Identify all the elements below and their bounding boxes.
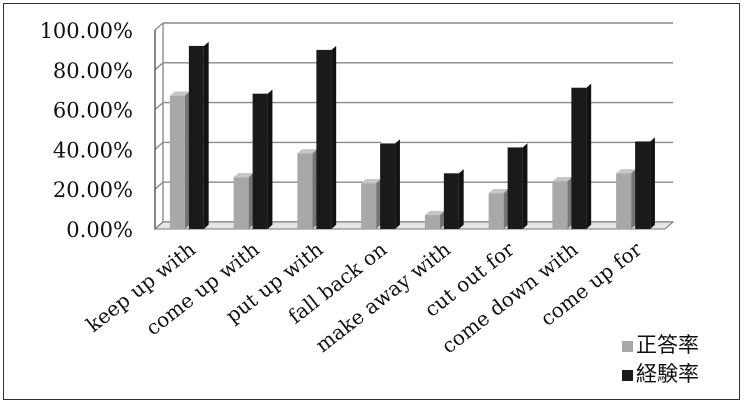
bar-experience-rate xyxy=(252,89,273,230)
bar-side xyxy=(586,83,592,229)
y-tick-label: 80.00% xyxy=(53,59,133,83)
y-tick-label: 100.00% xyxy=(40,19,133,43)
bar-experience-rate xyxy=(443,169,464,229)
y-tick-label: 0.00% xyxy=(66,218,133,242)
legend-item: 経験率 xyxy=(622,362,699,386)
gridline-side xyxy=(154,62,164,71)
bar-front xyxy=(424,215,440,229)
bar-top xyxy=(233,173,254,178)
bar-correct-rate xyxy=(488,188,509,229)
bar-front xyxy=(169,95,185,229)
bar-top xyxy=(252,89,273,94)
bar-front xyxy=(488,193,504,229)
axes xyxy=(153,23,675,230)
bar-front xyxy=(507,147,523,229)
y-tick-label: 60.00% xyxy=(53,99,133,123)
bar-front xyxy=(552,181,568,229)
bar-correct-rate xyxy=(424,210,445,229)
bar-top xyxy=(361,179,381,184)
bar-top xyxy=(297,149,318,154)
bar-experience-rate xyxy=(380,139,400,229)
bar-top xyxy=(635,137,655,142)
bar-top xyxy=(169,91,190,96)
bar-experience-rate xyxy=(316,45,337,230)
legend-label: 正答率 xyxy=(636,333,699,357)
bar-experience-rate xyxy=(635,137,655,229)
bar-side xyxy=(631,169,636,229)
y-tick-label: 20.00% xyxy=(53,178,133,202)
bar-front xyxy=(361,183,377,229)
bar-front xyxy=(233,177,249,229)
bar-top xyxy=(507,143,528,148)
bar-side xyxy=(503,188,509,229)
gridline-side xyxy=(154,102,164,111)
bar-experience-rate xyxy=(571,83,592,230)
bar-front xyxy=(635,141,651,229)
y-tick-label: 40.00% xyxy=(53,138,133,162)
gridline-side xyxy=(154,181,164,190)
bar-side xyxy=(522,143,528,229)
gridline-side xyxy=(154,22,164,31)
bar-experience-rate xyxy=(188,41,209,229)
bar-side xyxy=(395,139,400,229)
bar-top xyxy=(488,188,509,194)
bar-side xyxy=(312,149,318,229)
legend-label: 経験率 xyxy=(636,362,699,386)
legend-swatch xyxy=(622,341,633,352)
bar-front xyxy=(616,173,632,229)
bar-correct-rate xyxy=(361,179,381,229)
bar-correct-rate xyxy=(233,173,254,229)
bar-front xyxy=(443,173,459,229)
bar-front xyxy=(297,153,313,229)
bar-side xyxy=(650,137,655,229)
bars xyxy=(169,41,655,230)
bar-front xyxy=(316,49,332,230)
legend-swatch xyxy=(622,370,633,381)
bar-front xyxy=(571,87,587,230)
bar-front xyxy=(188,45,204,229)
bar-top xyxy=(443,169,464,174)
bar-side xyxy=(376,179,381,229)
bar-side xyxy=(203,41,209,229)
bar-experience-rate xyxy=(507,143,528,229)
bar-correct-rate xyxy=(169,91,190,229)
bar-side xyxy=(567,177,573,229)
bar-side xyxy=(248,173,254,229)
bar-top xyxy=(552,177,573,182)
bar-top xyxy=(424,210,445,216)
legend-item: 正答率 xyxy=(622,333,699,357)
gridlines xyxy=(154,22,673,230)
bar-side xyxy=(267,89,273,229)
bar-side xyxy=(458,169,464,229)
bar-correct-rate xyxy=(552,177,573,229)
bar-correct-rate xyxy=(616,169,636,229)
bar-front xyxy=(252,93,268,230)
bar-top xyxy=(188,41,209,46)
y-axis-tick-labels: 0.00% 20.00% 40.00% 60.00% 80.00% 100.00% xyxy=(40,19,133,242)
bar-top xyxy=(616,169,636,174)
bar-front xyxy=(380,143,396,229)
bar-side xyxy=(331,45,337,230)
bar-top xyxy=(571,83,592,88)
bar-side xyxy=(184,91,190,229)
chart-floor xyxy=(153,221,675,230)
bar-top xyxy=(316,45,337,50)
bar-top xyxy=(380,139,400,144)
bar-correct-rate xyxy=(297,149,318,229)
gridline-side xyxy=(154,141,164,150)
bar-side xyxy=(439,210,445,229)
